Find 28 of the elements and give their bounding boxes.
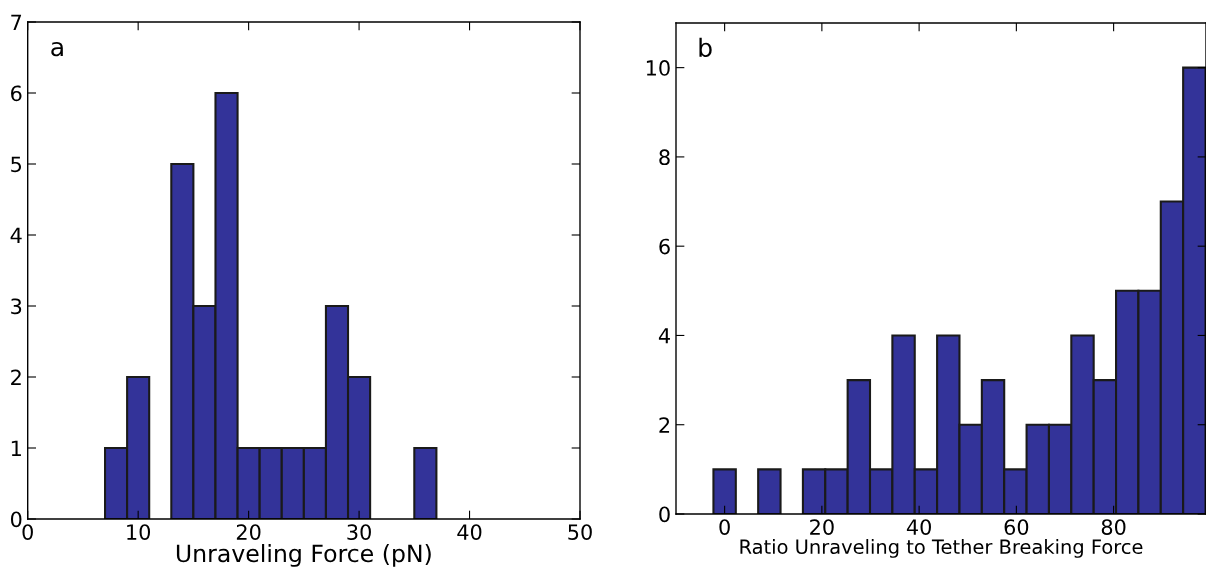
y-tick-label: 0 — [659, 506, 670, 523]
x-tick-label: 20 — [810, 519, 834, 535]
x-tick-label: 50 — [568, 524, 592, 540]
y-tick-label: 2 — [659, 417, 670, 433]
y-tick-label: 6 — [11, 85, 22, 102]
x-tick-label: 0 — [719, 519, 730, 535]
x-axis-title: Unraveling Force (pN) — [176, 544, 431, 567]
y-tick-label: 6 — [659, 238, 670, 255]
y-tick-label: 5 — [11, 156, 22, 173]
x-tick-label: 0 — [22, 524, 33, 540]
x-tick-label: 40 — [457, 524, 482, 540]
x-tick-label: 80 — [1101, 519, 1126, 535]
y-tick-label: 10 — [646, 60, 670, 76]
x-tick-label: 60 — [1004, 519, 1029, 535]
x-tick-label: 30 — [347, 524, 371, 540]
y-tick-label: 7 — [11, 14, 22, 30]
y-tick-label: 2 — [11, 369, 21, 385]
y-tick-label: 4 — [10, 227, 22, 243]
x-tick-label: 20 — [236, 524, 261, 540]
x-axis-title: Ratio Unraveling to Tether Breaking Force — [740, 539, 1143, 558]
y-tick-label: 4 — [658, 328, 670, 344]
annotation: b — [699, 37, 712, 58]
y-tick-label: 3 — [11, 298, 22, 315]
annotation: a — [51, 41, 63, 57]
x-tick-label: 10 — [127, 524, 151, 540]
y-tick-label: 1 — [11, 440, 21, 456]
y-tick-label: 8 — [659, 149, 670, 166]
x-tick-label: 40 — [906, 519, 931, 535]
